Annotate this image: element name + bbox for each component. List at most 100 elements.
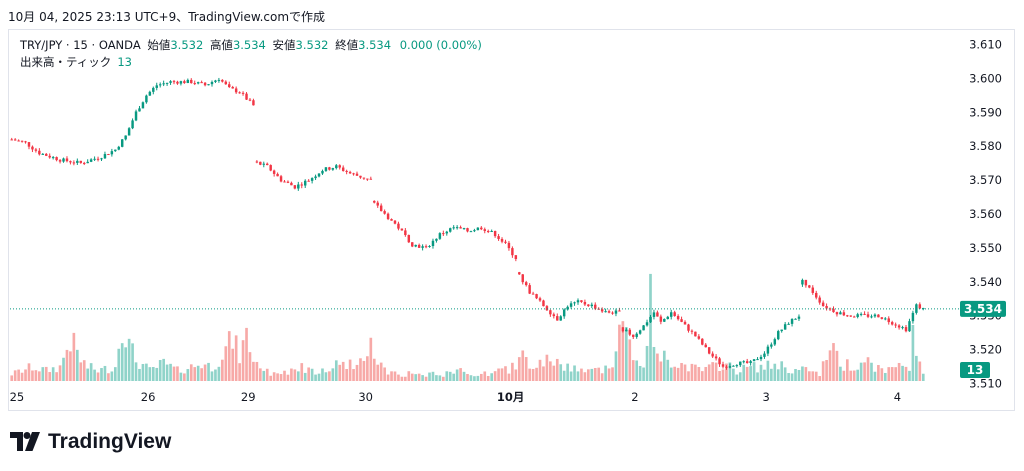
candle-body	[580, 300, 583, 302]
volume-bar	[69, 351, 72, 381]
volume-bar	[593, 367, 597, 381]
candle-body	[801, 279, 804, 285]
candle-body	[117, 146, 120, 150]
volume-bar	[407, 371, 411, 381]
brand[interactable]: TradingView	[10, 430, 171, 454]
candle-body	[725, 366, 728, 368]
volume-bar	[176, 366, 179, 381]
volume-bar	[31, 370, 34, 381]
candle-body	[576, 300, 580, 303]
price-tick-label: 3.560	[969, 207, 1002, 221]
candle-body	[186, 79, 190, 84]
volume-bar	[473, 376, 476, 381]
time-axis: 25 26 29 30 10月 2 3 4	[10, 390, 901, 404]
volume-bar	[200, 368, 203, 381]
volume-bar	[845, 359, 849, 381]
candle-body	[528, 285, 531, 294]
volume-bar	[870, 362, 873, 381]
candle-body	[766, 346, 770, 354]
candle-body	[721, 364, 725, 367]
candle-body	[697, 336, 701, 339]
candle-body	[438, 233, 442, 239]
candle-body	[632, 334, 635, 337]
candle-body	[348, 171, 352, 174]
volume-bar	[745, 366, 749, 381]
candle-body	[714, 356, 718, 359]
candle-body	[262, 163, 266, 165]
candle-body	[435, 238, 438, 241]
volume-bar	[552, 365, 556, 381]
volume-bar	[628, 339, 632, 381]
volume-bar	[314, 374, 317, 381]
candle-body	[511, 248, 514, 256]
volume-bar	[504, 366, 507, 381]
candle-body	[583, 301, 587, 305]
volume-bar	[901, 365, 904, 381]
volume-bar	[435, 375, 438, 381]
volume-bar	[604, 365, 607, 381]
time-tick-label: 4	[894, 390, 901, 404]
candle-body	[815, 292, 818, 298]
candle-body	[138, 108, 141, 112]
volume-bar	[431, 371, 435, 381]
volume-bar	[134, 362, 138, 381]
time-tick-label: 10月	[497, 390, 525, 404]
volume-bar	[341, 361, 345, 381]
candle-body	[873, 314, 877, 317]
volume-bar	[359, 358, 362, 381]
volume-bar	[203, 364, 207, 381]
volume-bar	[307, 367, 310, 381]
volume-bar	[138, 368, 141, 381]
candle-body	[918, 304, 922, 309]
time-tick-label: 25	[10, 390, 25, 404]
volume-bar	[127, 338, 131, 381]
volume-bar	[393, 371, 397, 381]
candle-body	[158, 84, 162, 86]
candle-body	[556, 316, 559, 321]
low-label: 安値	[272, 38, 296, 52]
volume-bar	[514, 369, 518, 381]
volume-bar	[542, 366, 545, 381]
candle-body	[794, 318, 797, 320]
volume-bar	[680, 362, 683, 381]
volume-bar	[883, 372, 887, 381]
candle-body	[535, 294, 538, 299]
volume-bar	[303, 372, 307, 381]
volume-bar	[455, 369, 459, 381]
symbol-label[interactable]: TRY/JPY · 15 · OANDA	[20, 38, 141, 52]
volume-bar	[286, 374, 290, 381]
candle-body	[279, 176, 283, 182]
volume-bar	[224, 346, 228, 381]
low-value: 3.532	[295, 38, 329, 52]
candle-body	[887, 318, 890, 323]
candle-body	[908, 321, 911, 332]
volume-bar	[290, 368, 293, 381]
candle-body	[804, 279, 808, 286]
volume-bar	[825, 360, 828, 381]
volume-bar	[113, 367, 117, 381]
candle-body	[321, 170, 324, 174]
volume-bar	[13, 370, 17, 381]
high-label: 高値	[209, 38, 233, 52]
candle-body	[894, 324, 897, 326]
volume-bar	[145, 363, 148, 381]
candle-body	[524, 282, 528, 286]
candle-body	[486, 230, 490, 232]
candle-body	[480, 227, 483, 230]
candle-body	[400, 228, 404, 231]
chart-frame	[8, 29, 1015, 411]
brand-name: TradingView	[48, 430, 172, 453]
candle-body	[179, 81, 183, 84]
volume-bar	[794, 368, 797, 381]
candle-body	[431, 240, 435, 247]
candle-body	[335, 165, 338, 169]
volume-bar	[445, 371, 449, 381]
candle-body	[594, 304, 597, 309]
volume-bar	[652, 347, 656, 381]
volume-bar	[880, 368, 884, 381]
candle-body	[272, 170, 276, 174]
candle-body	[552, 314, 556, 317]
candle-body	[469, 231, 473, 233]
volume-bar	[207, 362, 210, 381]
